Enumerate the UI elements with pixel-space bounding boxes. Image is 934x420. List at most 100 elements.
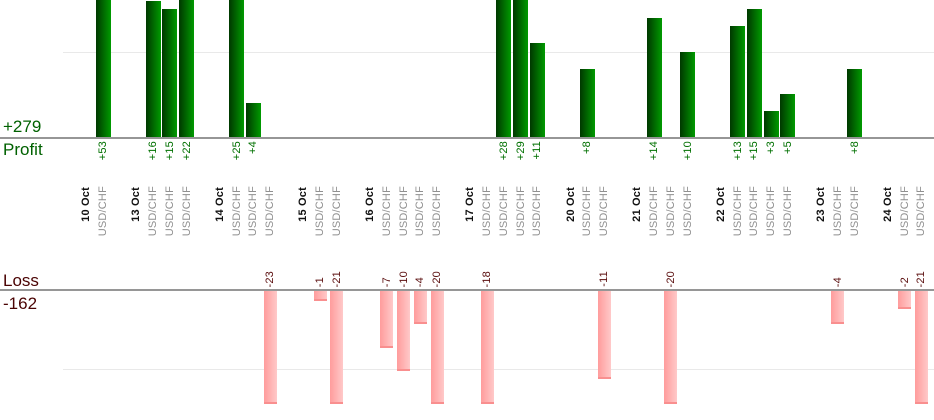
loss-bar [914, 291, 928, 404]
symbol-label: USD/CHF [831, 186, 844, 237]
profit-value-label: +10 [681, 141, 694, 161]
profit-value-label: +4 [247, 141, 260, 154]
symbol-label: USD/CHF [431, 186, 443, 237]
profit-bar [162, 9, 178, 137]
profit-bar [245, 103, 261, 137]
profit-value-label: +3 [765, 141, 777, 154]
profit-bar [579, 69, 595, 137]
date-label: 16 Oct [364, 187, 377, 222]
symbol-label: USD/CHF [514, 186, 527, 237]
loss-value-label: -20 [664, 270, 677, 288]
loss-value-label: -23 [264, 270, 276, 288]
profit-value-label: +14 [648, 141, 661, 161]
loss-value-label: -21 [915, 270, 928, 288]
date-label: 20 Oct [564, 187, 577, 222]
symbol-label: USD/CHF [598, 186, 610, 237]
loss-bar [664, 291, 678, 404]
symbol-label: USD/CHF [681, 186, 694, 237]
profit-bar [229, 0, 245, 137]
loss-value-label: -10 [397, 270, 410, 288]
loss-value-label: -11 [598, 271, 610, 287]
loss-axis-line [0, 289, 934, 291]
loss-value-label: -2 [898, 276, 911, 287]
loss-summary-label: Loss [3, 271, 39, 290]
symbol-label: USD/CHF [648, 186, 661, 237]
profit-bar [746, 9, 762, 137]
symbol-label: USD/CHF [898, 186, 911, 237]
profit-value-label: +29 [514, 141, 527, 161]
symbol-label: USD/CHF [380, 186, 393, 237]
profit-value-label: +16 [147, 141, 160, 161]
symbol-label: USD/CHF [915, 186, 928, 237]
loss-bar [413, 291, 427, 324]
symbol-label: USD/CHF [264, 186, 276, 237]
loss-bar [480, 291, 494, 404]
profit-value-label: +13 [731, 141, 744, 161]
loss-chart-area [0, 291, 934, 407]
loss-bar [597, 291, 611, 379]
loss-bar [263, 291, 277, 404]
profit-value-label: +5 [781, 141, 794, 154]
loss-bar [898, 291, 912, 309]
date-label: 10 Oct [80, 187, 93, 222]
date-label: 21 Oct [631, 187, 644, 222]
loss-value-label: -7 [380, 276, 393, 287]
symbol-label: USD/CHF [848, 186, 861, 237]
profit-axis-line [0, 137, 934, 139]
loss-value-label: -4 [831, 276, 844, 287]
date-label: 14 Oct [213, 187, 226, 222]
symbol-label: USD/CHF [97, 186, 109, 237]
profit-value-label: +25 [230, 141, 243, 161]
symbol-label: USD/CHF [147, 186, 160, 237]
symbol-label: USD/CHF [497, 186, 510, 237]
loss-value-label: -4 [414, 276, 427, 287]
symbol-label: USD/CHF [581, 186, 594, 237]
symbol-label: USD/CHF [180, 186, 193, 237]
loss-value-label: -1 [314, 276, 327, 287]
symbol-label: USD/CHF [781, 186, 794, 237]
profit-bar [646, 18, 662, 137]
profit-bar [780, 94, 796, 137]
profit-value-label: +11 [531, 141, 544, 160]
profit-value-label: +8 [581, 141, 594, 154]
symbol-label: USD/CHF [765, 186, 777, 237]
profit-value-label: +15 [163, 141, 176, 161]
symbol-label: USD/CHF [748, 186, 761, 237]
symbol-label: USD/CHF [481, 186, 494, 237]
profit-chart-area [0, 0, 934, 137]
loss-bar [330, 291, 344, 404]
date-label: 15 Oct [297, 187, 310, 222]
loss-value-label: -20 [431, 270, 443, 288]
profit-bar [680, 52, 695, 137]
profit-bar [513, 0, 528, 137]
date-label: 24 Oct [881, 187, 894, 222]
symbol-label: USD/CHF [314, 186, 327, 237]
loss-bar [831, 291, 845, 324]
loss-bar [397, 291, 411, 371]
symbol-label: USD/CHF [163, 186, 176, 237]
date-label: 13 Oct [130, 187, 143, 222]
profit-bar [496, 0, 512, 137]
symbol-label: USD/CHF [397, 186, 410, 237]
loss-bar [380, 291, 394, 348]
profit-bar [847, 69, 862, 137]
profit-bar [95, 0, 111, 137]
profit-summary-label: Profit [3, 140, 43, 159]
loss-bar [430, 291, 444, 404]
loss-value-label: -21 [330, 270, 343, 288]
symbol-label: USD/CHF [531, 186, 544, 237]
profit-total-value: +279 [3, 117, 42, 136]
profit-value-label: +15 [748, 141, 761, 161]
profit-bar [763, 111, 779, 137]
profit-value-label: +8 [848, 141, 861, 154]
loss-value-label: -18 [481, 270, 494, 288]
profit-value-label: +28 [497, 141, 510, 161]
loss-gridline [63, 369, 934, 370]
profit-value-label: +22 [180, 141, 193, 161]
date-label: 23 Oct [815, 187, 828, 222]
symbol-label: USD/CHF [731, 186, 744, 237]
loss-bar [313, 291, 327, 301]
date-label: 17 Oct [464, 187, 477, 222]
symbol-label: USD/CHF [414, 186, 427, 237]
